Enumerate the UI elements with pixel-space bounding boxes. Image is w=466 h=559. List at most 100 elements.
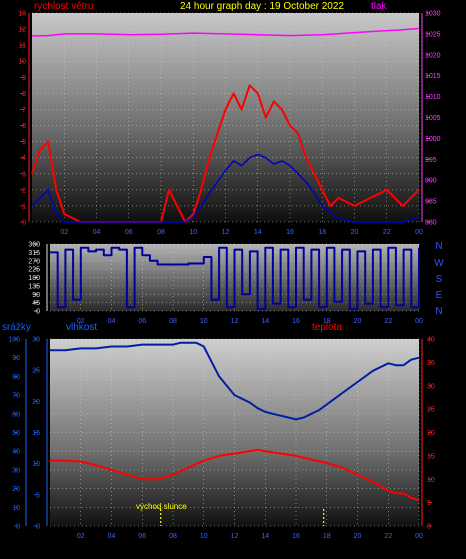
humidity-y-tick-label: 100 xyxy=(8,337,20,344)
x-tick-label-1: 16 xyxy=(286,229,294,236)
sunrise-label: východ slunce xyxy=(136,502,187,511)
wind-y-tick-label: 5 xyxy=(22,139,26,146)
pressure-y-tick-label: 990 xyxy=(425,178,437,185)
humidity-y-tick-label: 0 xyxy=(16,524,20,531)
precipitation-y-tick-label: 25 xyxy=(32,368,40,375)
precipitation-y-tick-label: 0 xyxy=(36,524,40,531)
direction-y-tick-label: 135 xyxy=(28,283,40,290)
x-tick-label-2: 06 xyxy=(138,318,146,325)
compass-w: W xyxy=(434,258,444,269)
pressure-label: tlak xyxy=(371,1,388,12)
wind-y-tick-label: 10 xyxy=(18,59,26,66)
compass-n-top: N xyxy=(435,241,442,252)
temperature-y-tick-label: 10 xyxy=(427,477,435,484)
precipitation-y-tick-label: 10 xyxy=(32,461,40,468)
precipitation-label: srážky xyxy=(2,322,31,333)
x-tick-label-3: 02 xyxy=(77,533,85,540)
x-tick-label-1: 12 xyxy=(222,229,230,236)
panel2-series-0 xyxy=(50,246,420,311)
humidity-y-tick-label: 90 xyxy=(12,355,20,362)
direction-y-tick-label: 315 xyxy=(28,250,40,257)
wind-speed-label: rychlost větru xyxy=(34,1,93,12)
humidity-y-tick-label: 60 xyxy=(12,411,20,418)
humidity-label: vlhkost xyxy=(66,322,97,333)
compass-s: S xyxy=(436,274,443,285)
panel1-series-1 xyxy=(31,153,420,223)
x-tick-label-3: 14 xyxy=(261,533,269,540)
x-tick-label-3: 06 xyxy=(138,533,146,540)
direction-y-tick-label: 270 xyxy=(28,258,40,265)
pressure-y-tick-label: 985 xyxy=(425,199,437,206)
wind-y-tick-label: 8 xyxy=(22,91,26,98)
x-tick-label-2: 22 xyxy=(384,318,392,325)
wind-y-tick-label: 12 xyxy=(18,27,26,34)
direction-y-tick-label: 360 xyxy=(28,242,40,249)
pressure-y-tick-label: 1010 xyxy=(425,94,441,101)
pressure-y-tick-label: 980 xyxy=(425,220,437,227)
x-tick-label-2: 02 xyxy=(77,318,85,325)
x-tick-label-1: 22 xyxy=(383,229,391,236)
graph-title: 24 hour graph day : 19 October 2022 xyxy=(180,1,344,12)
x-tick-label-2: 14 xyxy=(261,318,269,325)
x-tick-label-2: 18 xyxy=(323,318,331,325)
x-tick-label-3: 22 xyxy=(384,533,392,540)
x-tick-label-3: 16 xyxy=(292,533,300,540)
wind-y-tick-label: 0 xyxy=(22,220,26,227)
wind-y-tick-label: 13 xyxy=(18,11,26,18)
pressure-y-tick-label: 1015 xyxy=(425,73,441,80)
x-tick-label-2: 20 xyxy=(354,318,362,325)
panel3-series-1 xyxy=(50,448,420,502)
direction-y-tick-label: 90 xyxy=(32,292,40,299)
temperature-y-tick-label: 20 xyxy=(427,430,435,437)
x-tick-label-1: 18 xyxy=(318,229,326,236)
x-tick-label-1: 10 xyxy=(189,229,197,236)
x-tick-label-2: 00 xyxy=(415,318,423,325)
precipitation-y-tick-label: 20 xyxy=(32,399,40,406)
temperature-y-tick-label: 25 xyxy=(427,407,435,414)
humidity-y-tick-label: 40 xyxy=(12,449,20,456)
pressure-y-tick-label: 1020 xyxy=(425,52,441,59)
x-tick-label-2: 04 xyxy=(108,318,116,325)
x-tick-label-2: 10 xyxy=(200,318,208,325)
wind-y-tick-label: 2 xyxy=(22,187,26,194)
x-tick-label-3: 12 xyxy=(231,533,239,540)
x-tick-label-2: 12 xyxy=(231,318,239,325)
x-tick-label-1: 02 xyxy=(60,229,68,236)
precipitation-y-tick-label: 30 xyxy=(32,337,40,344)
temperature-y-tick-label: 15 xyxy=(427,453,435,460)
humidity-y-tick-label: 80 xyxy=(12,374,20,381)
precipitation-y-tick-label: 5 xyxy=(36,492,40,499)
humidity-y-tick-label: 20 xyxy=(12,486,20,493)
wind-y-tick-label: 9 xyxy=(22,75,26,82)
temperature-y-tick-label: 40 xyxy=(427,337,435,344)
humidity-y-tick-label: 50 xyxy=(12,430,20,437)
x-tick-label-1: 00 xyxy=(415,229,423,236)
wind-y-tick-label: 3 xyxy=(22,171,26,178)
compass-n-bottom: N xyxy=(435,306,442,317)
temperature-label: teplota xyxy=(312,322,342,333)
precipitation-y-tick-label: 15 xyxy=(32,430,40,437)
pressure-y-tick-label: 1025 xyxy=(425,31,441,38)
x-tick-label-1: 14 xyxy=(254,229,262,236)
temperature-y-tick-label: 5 xyxy=(427,500,431,507)
x-tick-label-3: 04 xyxy=(108,533,116,540)
x-tick-label-3: 18 xyxy=(323,533,331,540)
x-tick-label-1: 06 xyxy=(125,229,133,236)
direction-y-tick-label: 0 xyxy=(36,309,40,316)
x-tick-label-1: 04 xyxy=(93,229,101,236)
wind-y-tick-label: 11 xyxy=(19,43,26,50)
humidity-y-tick-label: 10 xyxy=(12,505,20,512)
temperature-y-tick-label: 0 xyxy=(427,524,431,531)
temperature-y-tick-label: 35 xyxy=(427,360,435,367)
wind-y-tick-label: 1 xyxy=(22,203,26,210)
direction-y-tick-label: 45 xyxy=(32,300,40,307)
wind-y-tick-label: 7 xyxy=(22,107,26,114)
pressure-y-tick-label: 1030 xyxy=(425,11,441,18)
humidity-y-tick-label: 30 xyxy=(12,467,20,474)
x-tick-label-3: 20 xyxy=(354,533,362,540)
x-tick-label-3: 08 xyxy=(169,533,177,540)
x-tick-label-3: 00 xyxy=(415,533,423,540)
x-tick-label-1: 08 xyxy=(157,229,165,236)
